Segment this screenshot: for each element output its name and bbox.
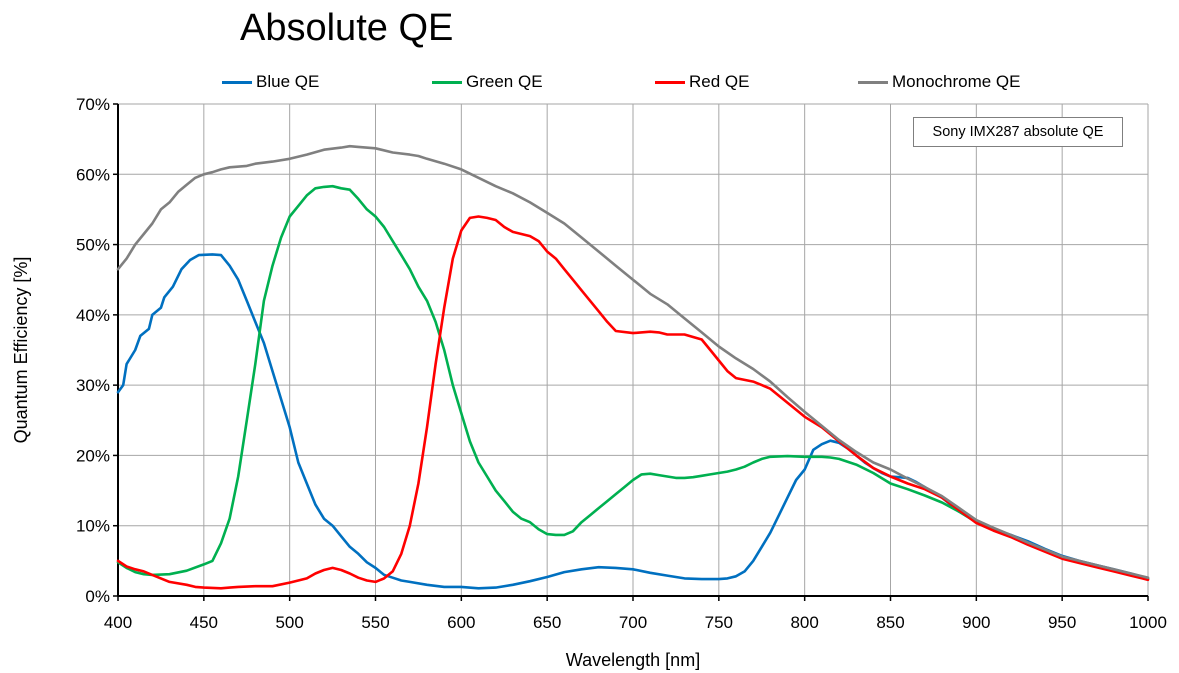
legend-item-blue: Blue QE (222, 72, 319, 92)
x-tick-label-550: 550 (361, 613, 389, 632)
legend-swatch-red (655, 80, 685, 84)
legend-label-green: Green QE (466, 72, 543, 91)
legend-label-red: Red QE (689, 72, 750, 91)
x-tick-label-800: 800 (790, 613, 818, 632)
x-tick-label-900: 900 (962, 613, 990, 632)
x-tick-label-950: 950 (1048, 613, 1076, 632)
y-tick-label-1: 10% (76, 517, 110, 536)
legend-item-monochrome: Monochrome QE (858, 72, 1021, 92)
x-tick-label-850: 850 (876, 613, 904, 632)
y-axis-label: Quantum Efficiency [%] (11, 257, 31, 444)
y-tick-label-0: 0% (85, 587, 110, 606)
legend-item-red: Red QE (655, 72, 749, 92)
legend-swatch-green (432, 80, 462, 84)
x-axis-label: Wavelength [nm] (566, 650, 700, 670)
y-tick-label-4: 40% (76, 306, 110, 325)
legend-swatch-monochrome (858, 80, 888, 84)
y-tick-label-6: 60% (76, 165, 110, 184)
x-tick-label-750: 750 (705, 613, 733, 632)
legend-label-blue: Blue QE (256, 72, 320, 91)
chart-title: Absolute QE (240, 7, 454, 49)
y-tick-label-5: 50% (76, 236, 110, 255)
legend-label-monochrome: Monochrome QE (892, 72, 1021, 91)
y-tick-label-7: 70% (76, 95, 110, 114)
legend-item-green: Green QE (432, 72, 543, 92)
x-tick-label-1000: 1000 (1129, 613, 1167, 632)
x-tick-label-500: 500 (275, 613, 303, 632)
series-line-monochrome-qe (116, 144, 1150, 579)
y-tick-label-2: 20% (76, 446, 110, 465)
series-line-red-qe (116, 215, 1150, 590)
x-tick-label-400: 400 (104, 613, 132, 632)
x-tick-label-650: 650 (533, 613, 561, 632)
y-tick-label-3: 30% (76, 376, 110, 395)
legend: Blue QE Green QE Red QE Monochrome QE (0, 72, 1179, 94)
annotation-box: Sony IMX287 absolute QE (913, 117, 1123, 147)
x-tick-label-600: 600 (447, 613, 475, 632)
legend-swatch-blue (222, 80, 252, 84)
x-tick-label-450: 450 (190, 613, 218, 632)
series-line-green-qe (116, 184, 1150, 581)
x-tick-label-700: 700 (619, 613, 647, 632)
